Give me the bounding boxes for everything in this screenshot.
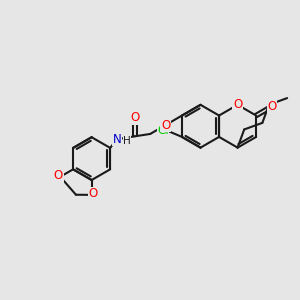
Text: O: O [130, 111, 140, 124]
Text: O: O [268, 100, 277, 113]
Text: H: H [123, 136, 130, 146]
Text: N: N [112, 133, 121, 146]
Text: O: O [161, 118, 170, 131]
Text: Cl: Cl [157, 124, 169, 137]
Text: O: O [233, 98, 242, 111]
Text: O: O [89, 187, 98, 200]
Text: O: O [54, 169, 63, 182]
